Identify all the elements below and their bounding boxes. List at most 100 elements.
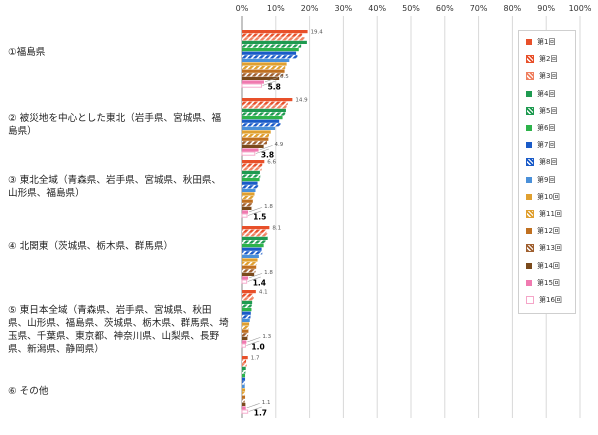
bar — [242, 240, 266, 244]
legend-item: 第6回 — [526, 122, 555, 134]
legend-label: 第15回 — [537, 278, 560, 287]
bar — [242, 116, 283, 120]
legend-item: 第16回 — [526, 294, 562, 306]
legend-swatch — [526, 158, 534, 167]
bar — [242, 229, 267, 233]
bar — [242, 340, 247, 344]
bar — [242, 236, 268, 240]
bar — [242, 276, 249, 280]
bar — [242, 290, 256, 294]
data-label: 1.7 — [254, 409, 267, 418]
label-leader — [247, 276, 261, 282]
legend-label: 第5回 — [539, 106, 558, 115]
bar — [242, 203, 253, 207]
bar — [242, 51, 297, 55]
bar — [242, 48, 299, 52]
data-label: 1.8 — [264, 270, 273, 276]
legend-label: 第10回 — [537, 192, 560, 201]
label-leader — [264, 77, 279, 83]
bar — [242, 134, 270, 138]
bar — [242, 58, 290, 62]
bar — [242, 199, 253, 203]
bar — [242, 170, 260, 174]
bar — [242, 130, 271, 134]
data-label: 1.3 — [262, 334, 271, 340]
bar — [242, 101, 288, 105]
bar — [242, 315, 251, 319]
bar — [242, 311, 251, 315]
bar — [242, 363, 247, 367]
bar — [242, 40, 307, 44]
legend-item: 第8回 — [526, 156, 557, 168]
legend-item: 第11回 — [526, 208, 562, 220]
legend-label: 第3回 — [539, 72, 558, 81]
bar — [242, 44, 302, 48]
legend-label: 第16回 — [539, 296, 562, 304]
legend-item: 第1回 — [526, 36, 555, 48]
bar — [242, 160, 265, 164]
x-tick-label: 60% — [436, 4, 454, 13]
legend-item: 第4回 — [526, 88, 555, 100]
bar — [242, 137, 269, 141]
legend-item: 第13回 — [526, 242, 562, 254]
bar — [241, 279, 248, 284]
bar — [242, 226, 270, 230]
bar — [242, 144, 264, 148]
legend-item: 第15回 — [526, 277, 560, 289]
bar — [242, 356, 248, 360]
data-label: 1.7 — [251, 355, 260, 361]
bar — [242, 336, 248, 340]
category-label: ② 被災地を中心とした東北（岩手県、宮城県、福島県） — [8, 113, 222, 137]
data-label: 1.0 — [251, 343, 264, 352]
label-leader — [248, 207, 263, 213]
bar — [241, 343, 246, 348]
bar — [242, 247, 262, 251]
bar — [242, 30, 308, 34]
bar — [242, 374, 246, 378]
data-label: 14.9 — [295, 97, 308, 103]
label-leader — [248, 406, 262, 412]
legend-swatch — [526, 176, 532, 183]
legend-swatch — [526, 106, 534, 115]
bar — [242, 33, 303, 37]
legend-swatch — [526, 90, 532, 97]
legend-label: 第8回 — [539, 158, 558, 167]
x-tick-label: 20% — [301, 4, 319, 13]
legend-swatch — [526, 142, 532, 149]
data-labels: 19.4 6.5 5.8 14.9 4.93.86.6 1.8 1.5 8.1 1.8 1.44.… — [246, 29, 323, 418]
bar — [242, 406, 246, 410]
bar — [242, 318, 250, 322]
legend-swatch — [526, 55, 534, 64]
x-axis-ticks: 0% 10% 20% 30% 40% 50% 60% 70% 80% 90% 100% — [236, 4, 592, 13]
bar — [242, 402, 246, 406]
label-leader — [247, 210, 262, 216]
legend-item: 第5回 — [526, 105, 557, 117]
legend-swatch — [526, 193, 532, 200]
legend-swatch — [526, 279, 532, 286]
bar — [242, 233, 268, 237]
bar — [242, 254, 259, 258]
bar — [242, 185, 259, 189]
legend-label: 第14回 — [537, 261, 560, 270]
category-label: ③ 東北全域（青森県、岩手県、宮城県、秋田県、山形県、福島県） — [8, 175, 222, 199]
bar — [241, 409, 249, 414]
bar — [242, 388, 246, 392]
bar — [242, 399, 245, 403]
bars — [241, 30, 308, 414]
bar — [242, 269, 256, 273]
legend-swatch — [526, 228, 532, 235]
category-label: ①福島県 — [8, 47, 46, 58]
bar — [242, 322, 250, 326]
data-label: 1.8 — [264, 204, 273, 210]
bar — [242, 105, 287, 109]
bar — [242, 62, 287, 66]
bar — [241, 213, 248, 218]
bar — [242, 188, 256, 192]
data-label: 3.8 — [261, 151, 274, 160]
bar — [242, 69, 285, 73]
legend-swatch — [526, 262, 532, 269]
bar — [242, 333, 249, 337]
x-tick-label: 40% — [368, 4, 386, 13]
bar — [242, 37, 305, 41]
bar — [242, 119, 280, 123]
